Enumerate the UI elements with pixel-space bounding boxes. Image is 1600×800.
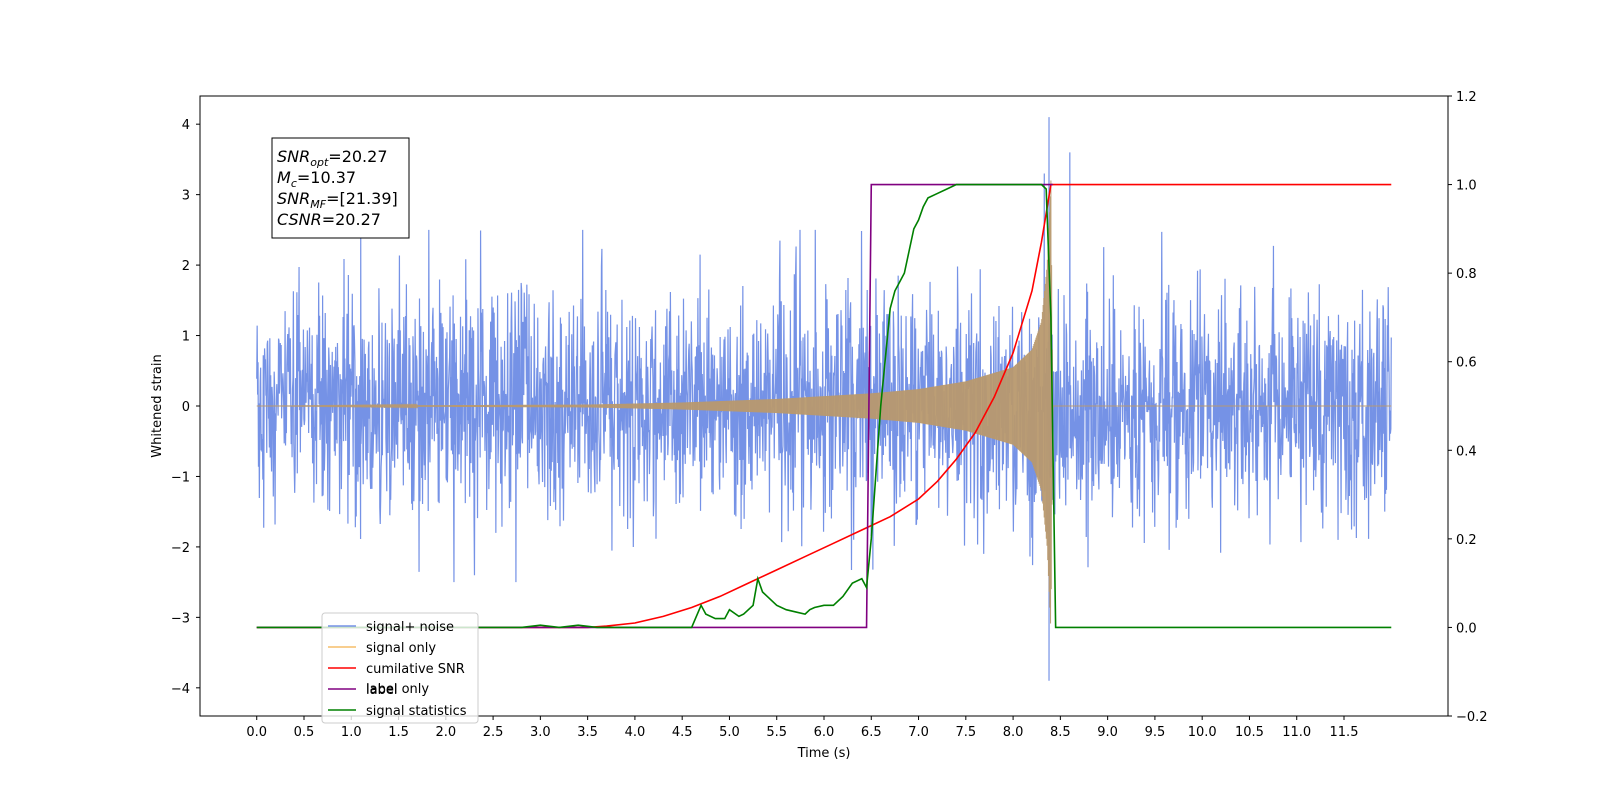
x-tick-label: 7.5 xyxy=(955,725,976,740)
series-signal-statistics xyxy=(256,183,1392,629)
y2-tick-label: 0.0 xyxy=(1456,621,1477,636)
annotation-line: SNRMF=[21.39] xyxy=(277,189,398,211)
y2-tick-label: 0.2 xyxy=(1456,533,1477,548)
y-axis-ticks: 4 3 2 1 0 −1 −2 −3 −4 xyxy=(171,118,200,697)
x-tick-label: 0.0 xyxy=(246,725,267,740)
x-tick-label: 5.0 xyxy=(719,725,740,740)
y-tick-label: 0 xyxy=(182,400,190,415)
legend-label: signal only xyxy=(366,641,436,656)
y-tick-label: 3 xyxy=(182,189,190,204)
annotation-frame xyxy=(271,137,410,239)
x-tick-label: 11.0 xyxy=(1282,725,1311,740)
legend-frame xyxy=(321,612,479,724)
x-axis-label: Time (s) xyxy=(797,746,851,761)
y-tick-label: −2 xyxy=(171,541,190,556)
legend-label: label xyxy=(366,683,397,698)
legend-label: signal statistics xyxy=(366,704,467,719)
metrics-annotation-box: SNRopt=20.27Mc=10.37SNRMF=[21.39]CSNR=20… xyxy=(271,137,410,239)
annotation-line: Mc=10.37 xyxy=(277,168,356,190)
x-tick-label: 9.5 xyxy=(1145,725,1166,740)
y2-tick-label: −0.2 xyxy=(1456,710,1488,725)
y2-tick-label: 0.8 xyxy=(1456,267,1477,282)
y2-axis-ticks: 1.2 1.0 0.8 0.6 0.4 0.2 0.0 −0.2 xyxy=(1448,90,1488,725)
y-tick-label: 1 xyxy=(182,330,190,345)
y2-tick-label: 1.0 xyxy=(1456,179,1477,194)
y-tick-label: 4 xyxy=(182,118,190,133)
y2-tick-label: 0.6 xyxy=(1456,356,1477,371)
y-tick-label: −1 xyxy=(171,470,190,485)
x-tick-label: 2.0 xyxy=(435,725,456,740)
x-axis-ticks: 0.0 0.5 1.0 1.5 2.0 2.5 3.0 3.5 4.0 4.5 5.0 5.5 6.0 6… xyxy=(246,716,1358,740)
x-tick-label: 3.5 xyxy=(577,725,598,740)
legend: label only signal+ noise signal only cumila… xyxy=(321,612,479,724)
y-tick-label: −3 xyxy=(171,611,190,626)
series-signal-plus-noise xyxy=(256,117,1392,681)
x-tick-label: 9.0 xyxy=(1097,725,1118,740)
x-tick-label: 5.5 xyxy=(766,725,787,740)
legend-label: cumilative SNR xyxy=(366,662,465,677)
x-tick-label: 1.5 xyxy=(388,725,409,740)
y-tick-label: −4 xyxy=(171,682,190,697)
x-tick-label: 4.0 xyxy=(625,725,646,740)
x-tick-label: 6.5 xyxy=(861,725,882,740)
legend-label: signal+ noise xyxy=(366,620,454,635)
x-tick-label: 8.5 xyxy=(1050,725,1071,740)
series-cumulative-snr xyxy=(256,183,1392,629)
x-tick-label: 2.5 xyxy=(483,725,504,740)
legend-ghost-text: label only xyxy=(366,682,429,697)
x-tick-label: 1.0 xyxy=(341,725,362,740)
y2-tick-label: 1.2 xyxy=(1456,90,1477,105)
y-axis-label: Whitened strain xyxy=(150,354,165,457)
x-tick-label: 4.5 xyxy=(672,725,693,740)
x-tick-label: 10.5 xyxy=(1235,725,1264,740)
y2-tick-label: 0.4 xyxy=(1456,444,1477,459)
series-signal-only xyxy=(256,180,1392,624)
series-layer xyxy=(256,117,1392,681)
x-tick-label: 8.0 xyxy=(1003,725,1024,740)
annotation-line: CSNR=20.27 xyxy=(277,210,381,229)
x-tick-label: 11.5 xyxy=(1330,725,1359,740)
x-tick-label: 7.0 xyxy=(908,725,929,740)
x-tick-label: 3.0 xyxy=(530,725,551,740)
x-tick-label: 6.0 xyxy=(814,725,835,740)
y-tick-label: 2 xyxy=(182,259,190,274)
x-tick-label: 10.0 xyxy=(1188,725,1217,740)
x-tick-label: 0.5 xyxy=(294,725,315,740)
annotation-line: SNRopt=20.27 xyxy=(277,147,388,169)
